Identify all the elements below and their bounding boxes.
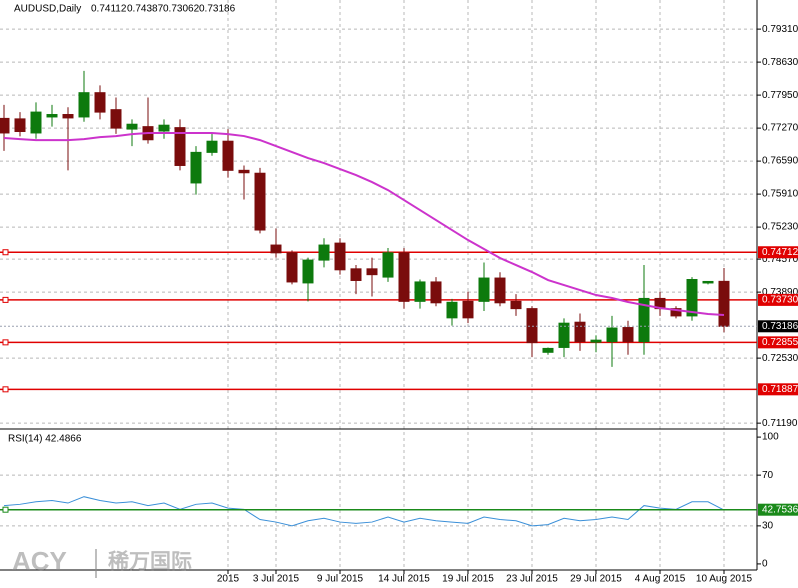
candle-body bbox=[686, 279, 698, 317]
level-label: 0.73730 bbox=[762, 295, 798, 306]
candle-body bbox=[174, 127, 186, 166]
candle-body bbox=[590, 339, 602, 343]
last-price-box bbox=[758, 320, 798, 333]
y-tick-label: 0.71190 bbox=[762, 418, 798, 429]
plot-area bbox=[0, 0, 757, 570]
candle-body bbox=[542, 347, 554, 353]
candle-body bbox=[94, 92, 106, 113]
y-tick-label: 0.79310 bbox=[762, 24, 798, 35]
level-label-box bbox=[758, 246, 798, 259]
y-tick-label: 0 bbox=[762, 559, 768, 570]
candle-body bbox=[446, 301, 458, 319]
level-label-box bbox=[758, 383, 798, 396]
candle-body bbox=[638, 297, 650, 343]
candle-body bbox=[206, 140, 218, 153]
candle-body bbox=[334, 242, 346, 271]
x-tick-label: 9 Jul 2015 bbox=[317, 574, 364, 585]
rsi-line bbox=[3, 496, 725, 527]
watermark-name: 稀万国际 bbox=[108, 550, 192, 574]
candle-body bbox=[462, 300, 474, 319]
header-low: 0.73062 bbox=[163, 4, 200, 15]
level-label-box bbox=[758, 336, 798, 349]
x-tick-label: 10 Aug 2015 bbox=[696, 574, 753, 585]
y-tick-label: 0.78630 bbox=[762, 57, 798, 68]
candle-body bbox=[158, 124, 170, 132]
candle-body bbox=[478, 277, 490, 302]
rsi-title: RSI(14) 42.4866 bbox=[8, 434, 82, 445]
candle-body bbox=[606, 327, 618, 343]
chart-title: AUDUSD,Daily bbox=[14, 4, 81, 15]
candle-body bbox=[494, 277, 506, 304]
candle-body bbox=[350, 268, 362, 281]
level-anchor bbox=[2, 249, 9, 256]
candle-body bbox=[622, 327, 634, 343]
level-anchor bbox=[2, 296, 9, 303]
x-tick-label: 19 Jul 2015 bbox=[442, 574, 494, 585]
candle-body bbox=[558, 322, 570, 348]
candle-body bbox=[254, 172, 266, 231]
level-label: 0.72855 bbox=[762, 337, 798, 348]
header-high: 0.74387 bbox=[127, 4, 164, 15]
y-tick-label: 0.72530 bbox=[762, 353, 798, 364]
candle-body bbox=[318, 244, 330, 261]
level-anchor bbox=[2, 339, 9, 346]
moving-average bbox=[3, 132, 725, 317]
candle-body bbox=[286, 252, 298, 283]
y-tick-label: 0.77270 bbox=[762, 123, 798, 134]
candle-body bbox=[110, 109, 122, 129]
watermark-brand: ACY bbox=[12, 546, 67, 576]
candle-body bbox=[126, 123, 138, 130]
level-label: 0.71887 bbox=[762, 384, 798, 395]
candle-body bbox=[414, 281, 426, 302]
level-label-box bbox=[758, 293, 798, 306]
x-tick-label: 23 Jul 2015 bbox=[506, 574, 558, 585]
candle-body bbox=[574, 321, 586, 343]
x-tick-label: 14 Jul 2015 bbox=[378, 574, 430, 585]
x-tick-label: 29 Jul 2015 bbox=[570, 574, 622, 585]
candle-body bbox=[718, 280, 730, 327]
candle-body bbox=[62, 114, 74, 119]
header-close: 0.73186 bbox=[199, 4, 236, 15]
candle-body bbox=[222, 140, 234, 171]
candle-body bbox=[30, 111, 42, 134]
watermark: ACY 稀万国际 bbox=[12, 546, 192, 578]
x-tick-label: 4 Aug 2015 bbox=[635, 574, 686, 585]
level-anchor bbox=[2, 386, 9, 393]
candle-body bbox=[382, 252, 394, 278]
candle-body bbox=[46, 114, 58, 118]
y-tick-label: 70 bbox=[762, 470, 774, 481]
level-label: 0.74712 bbox=[762, 247, 798, 258]
candle-body bbox=[398, 252, 410, 302]
rsi-level-label: 42.7536 bbox=[762, 504, 798, 515]
x-tick-label: 3 Jul 2015 bbox=[253, 574, 300, 585]
y-tick-label: 0.77950 bbox=[762, 90, 798, 101]
y-tick-label: 0.73890 bbox=[762, 287, 798, 298]
candle-body bbox=[366, 268, 378, 276]
candle-body bbox=[0, 117, 10, 134]
y-tick-label: 0.75910 bbox=[762, 189, 798, 200]
last-price-label: 0.73186 bbox=[762, 321, 798, 332]
y-tick-label: 0.75230 bbox=[762, 222, 798, 233]
candle-body bbox=[238, 169, 250, 174]
candle-body bbox=[430, 281, 442, 304]
y-tick-label: 0.74570 bbox=[762, 254, 798, 265]
y-tick-label: 30 bbox=[762, 521, 774, 532]
y-tick-label: 100 bbox=[762, 432, 779, 443]
candle-body bbox=[302, 259, 314, 284]
candle-body bbox=[190, 151, 202, 184]
rsi-level-box bbox=[758, 503, 798, 516]
level-anchor bbox=[2, 506, 9, 513]
candle-body bbox=[670, 308, 682, 317]
candle-body bbox=[270, 244, 282, 254]
candle-body bbox=[702, 280, 714, 284]
candle-body bbox=[510, 300, 522, 310]
candle-body bbox=[526, 308, 538, 344]
x-tick-label: 2015 bbox=[217, 574, 240, 585]
candle-body bbox=[14, 118, 26, 133]
candle-body bbox=[78, 92, 90, 118]
header-open: 0.74112 bbox=[91, 4, 127, 15]
y-tick-label: 0.76590 bbox=[762, 156, 798, 167]
